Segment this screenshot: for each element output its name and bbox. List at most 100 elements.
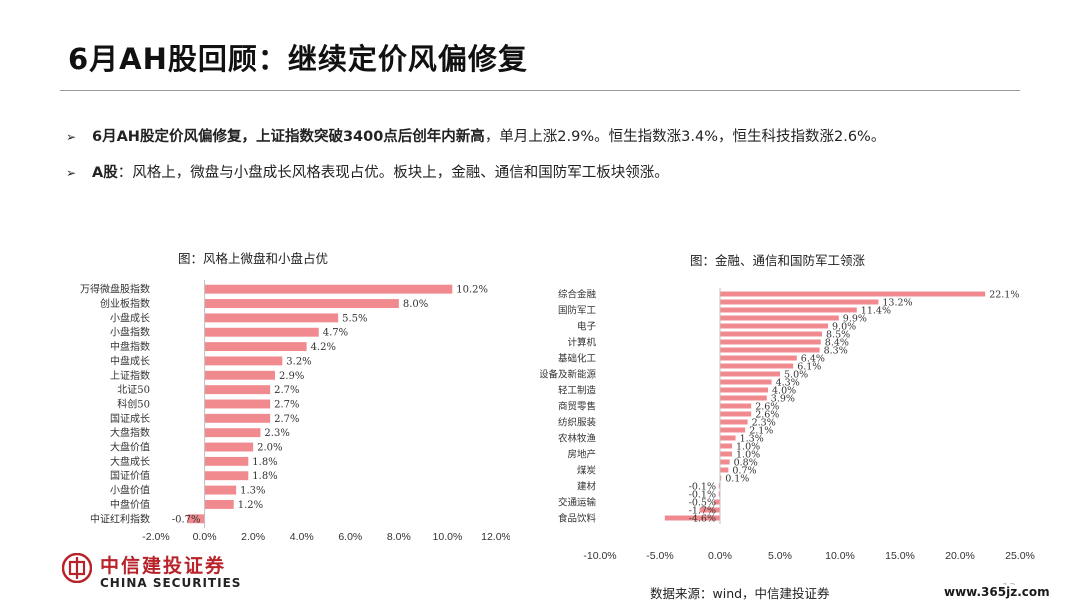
chart2-bar	[720, 443, 732, 449]
sector-return-chart: 综合金融 22.1% 13.2% 国防军工 11.4%9.9% 电子 9.0%8.5% 计算机…	[540, 288, 1035, 562]
chart1-bar	[204, 385, 271, 395]
chart2-bar	[720, 299, 879, 305]
chart2-category-label: 计算机	[567, 337, 596, 349]
chart1-category-label: 小盘价值	[110, 484, 150, 497]
chart2-x-tick-label: -5.0%	[646, 550, 673, 562]
chart1-value-label: 3.2%	[286, 356, 311, 367]
chart1-category-label: 国证价值	[110, 469, 150, 482]
chart1-category-label: 中盘价值	[110, 498, 150, 511]
chart1-category-label: 小盘成长	[110, 311, 150, 324]
bullet-2-bold: A股	[92, 165, 118, 181]
style-return-chart: 万得微盘股指数 10.2% 创业板指数 8.0% 小盘成长 5.5% 小盘指数 4.7% 中盘指…	[80, 280, 510, 543]
chart1-category-label: 万得微盘股指数	[80, 283, 150, 296]
chart2-value-label: 8.5%	[826, 330, 850, 341]
watermark-text: www.365jz.com	[940, 585, 1054, 599]
chart1-value-label: 2.7%	[274, 399, 299, 410]
chart2-value-label: 4.3%	[776, 378, 800, 389]
data-source-note: 数据来源：wind，中信建投证券	[650, 586, 830, 601]
chart1-bar	[204, 413, 271, 423]
chart2-bar	[720, 379, 772, 385]
chart1-value-label: 2.7%	[274, 385, 299, 396]
logo-chinese-name: 中信建投证券	[100, 555, 227, 577]
arrow-bullet-icon: ➢	[66, 166, 77, 180]
chart2-bar	[720, 355, 797, 361]
chart1-category-label: 上证指数	[110, 369, 150, 382]
chart2-x-tick-label: 25.0%	[1005, 550, 1035, 562]
chart1-bar	[204, 428, 261, 438]
bullet-2-text: ：风格上，微盘与小盘成长风格表现占优。板块上，金融、通信和国防军工板块领涨。	[117, 165, 669, 181]
chart1-category-label: 中证红利指数	[90, 512, 150, 525]
chart1-value-label: 4.7%	[323, 328, 348, 339]
chart2-category-label: 建材	[577, 481, 597, 493]
chart2-value-label: 2.1%	[749, 426, 773, 437]
chart2-value-label: 6.4%	[801, 354, 825, 365]
chart2-x-tick-label: 10.0%	[825, 550, 855, 562]
chart2-bar	[720, 339, 821, 345]
chart2-category-label: 电力设备及新能源	[540, 369, 596, 381]
chart1-x-tick-label: 10.0%	[433, 531, 463, 543]
chart1-x-tick-label: 0.0%	[193, 531, 217, 543]
chart2-category-label: 纺织服装	[558, 417, 597, 429]
chart2-x-tick-label: -10.0%	[583, 550, 616, 562]
title-divider	[60, 90, 1020, 91]
chart2-category-label: 农林牧渔	[558, 433, 597, 445]
arrow-bullet-icon: ➢	[66, 130, 77, 144]
chart1-x-tick-label: -2.0%	[142, 531, 169, 543]
chart1-bar	[204, 356, 283, 366]
chart2-bar	[720, 395, 767, 401]
chart1-value-label: 4.2%	[311, 342, 336, 353]
chart2-category-label: 轻工制造	[558, 385, 597, 397]
chart1-value-label: 1.3%	[240, 486, 265, 497]
chart2-category-label: 综合金融	[558, 289, 597, 301]
chart2-value-label: 1.3%	[740, 434, 764, 445]
chart1-value-label: 2.3%	[264, 428, 289, 439]
logo-english-name: CHINA SECURITIES	[100, 576, 242, 590]
chart1-value-label: 10.2%	[456, 285, 488, 296]
chart1-value-label: 8.0%	[403, 299, 428, 310]
chart1-bar	[204, 327, 319, 337]
chart2-value-label: 0.8%	[734, 458, 758, 469]
chart2-bar	[720, 403, 752, 409]
chart1-bar	[204, 299, 399, 308]
chart2-bar	[718, 483, 720, 489]
bullet-1: ➢ 6月AH股定价风偏修复，上证指数突破3400点后创年内新高，单月上涨2.9%。…	[66, 125, 885, 146]
chart-1-title: 图：风格上微盘和小盘占优	[178, 251, 329, 266]
chart2-bar	[720, 435, 736, 441]
chart1-x-tick-label: 4.0%	[290, 531, 314, 543]
chart1-category-label: 北证50	[117, 384, 150, 396]
chart2-bar	[720, 347, 820, 353]
chart2-bar	[720, 323, 828, 329]
chart1-category-label: 大盘价值	[110, 441, 150, 454]
chart2-value-label: 2.3%	[752, 418, 776, 429]
chart2-value-label: 0.7%	[732, 466, 756, 477]
chart2-x-tick-label: 0.0%	[708, 550, 732, 562]
chart2-value-label: 1.0%	[736, 442, 760, 453]
chart1-bar	[204, 342, 307, 352]
chart1-bar	[187, 514, 205, 524]
chart2-category-label: 电子	[577, 321, 597, 333]
chart2-value-label: 13.2%	[882, 298, 912, 309]
chart2-bar	[720, 419, 748, 425]
chart1-category-label: 大盘成长	[110, 455, 150, 468]
chart1-category-label: 中盘指数	[110, 340, 150, 353]
chart2-value-label: -0.5%	[689, 498, 716, 509]
chart2-bar	[720, 427, 746, 433]
chart2-bar	[720, 307, 857, 313]
chart2-value-label: 3.9%	[771, 394, 795, 405]
chart2-bar	[714, 499, 720, 505]
bullet-1-text: ，单月上涨2.9%。恒生指数涨3.4%，恒生科技指数涨2.6%。	[484, 129, 886, 145]
chart1-bar	[204, 442, 254, 452]
chart1-bar	[204, 399, 271, 409]
chart2-bar	[720, 459, 730, 465]
chart2-value-label: 2.6%	[755, 402, 779, 413]
chart2-bar	[664, 515, 720, 521]
chart2-bar	[720, 291, 986, 297]
chart1-category-label: 小盘指数	[110, 326, 150, 339]
chart2-category-label: 房地产	[567, 449, 596, 461]
chart2-category-label: 交通运输	[558, 497, 597, 509]
chart2-value-label: 4.0%	[772, 386, 796, 397]
chart1-bar	[204, 284, 453, 294]
chart2-category-label: 基础化工	[558, 353, 597, 365]
chart1-x-tick-label: 2.0%	[241, 531, 265, 543]
